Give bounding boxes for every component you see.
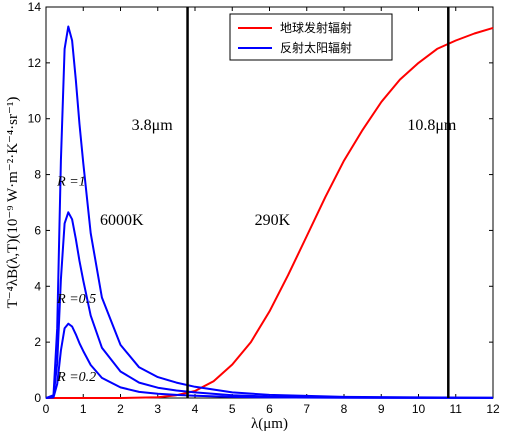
y-tick-label: 8 [34, 168, 41, 182]
x-tick-label: 8 [341, 402, 348, 416]
y-tick-label: 12 [28, 56, 42, 70]
x-tick-label: 1 [80, 402, 87, 416]
series-line-0 [46, 26, 494, 399]
x-tick-label: 4 [192, 402, 199, 416]
series-line-1 [45, 25, 494, 399]
y-tick-label: 2 [34, 335, 41, 349]
annotation-label: 290K [255, 212, 291, 229]
x-tick-label: 6 [266, 402, 273, 416]
y-tick-label: 0 [34, 391, 41, 405]
annotation-label: R =0.5 [56, 292, 96, 307]
x-tick-label: 9 [378, 402, 385, 416]
annotation-label: 3.8μm [132, 117, 174, 134]
legend-box [229, 13, 393, 61]
legend-label: 地球发射辐射 [280, 20, 352, 35]
vline-layer [186, 7, 450, 398]
series-line-3 [45, 322, 493, 399]
series-layer [45, 25, 494, 399]
x-tick-label: 12 [486, 402, 500, 416]
annotation-label: 6000K [100, 212, 144, 229]
x-tick-label: 2 [117, 402, 124, 416]
y-tick-label: 14 [28, 0, 42, 14]
y-tick-label: 4 [34, 279, 41, 293]
annotation-label: 10.8μm [407, 117, 457, 134]
x-tick-label: 3 [154, 402, 161, 416]
annotation-label: R =1 [56, 175, 86, 190]
annotation-layer: 3.8μm 10.8μm 6000K 290K R =1 R =0.5 R =0.2 [56, 117, 457, 385]
y-tick-label: 10 [28, 112, 42, 126]
series-line-2 [45, 211, 494, 399]
x-tick-label: 0 [43, 402, 50, 416]
x-tick-label: 7 [303, 402, 310, 416]
x-axis-label: λ(μm) [251, 416, 288, 432]
x-tick-label: 10 [412, 402, 426, 416]
x-tick-label: 5 [229, 402, 236, 416]
x-tick-label: 11 [450, 402, 463, 416]
plot-frame [45, 6, 494, 399]
annotation-label: R =0.2 [56, 370, 96, 385]
y-tick-label: 6 [34, 223, 41, 237]
y-axis-label: T⁻⁴λB(λ,T)(10⁻⁹ W·m⁻²·K⁻⁴·sr⁻¹) [5, 97, 21, 309]
legend-label: 反射太阳辐射 [280, 40, 352, 55]
axes-layer: 0 1 2 3 4 5 6 7 8 9 10 11 1202468101214λ(μm)T⁻⁴λB(λ,… [5, 0, 500, 432]
